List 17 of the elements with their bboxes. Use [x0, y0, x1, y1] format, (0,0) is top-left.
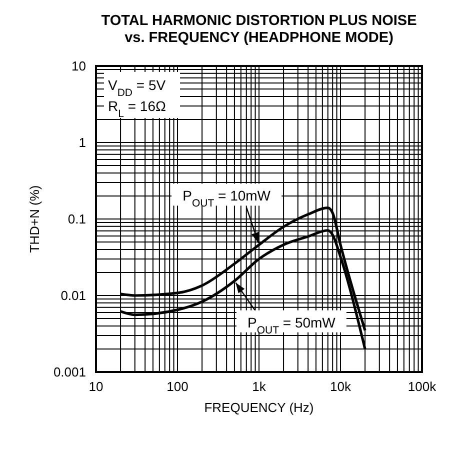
x-tick-label: 10k — [330, 379, 352, 394]
chart-title: TOTAL HARMONIC DISTORTION PLUS NOISE vs. FREQUENCY (HEADPHONE MODE) — [101, 13, 418, 46]
x-tick-label: 100 — [166, 379, 188, 394]
y-tick-label: 1 — [78, 135, 86, 150]
y-tick-label: 0.01 — [60, 288, 86, 303]
y-axis-title: THD+N (%) — [27, 185, 42, 253]
series-label: P$_{OUT}$ = 10mW — [182, 188, 272, 210]
y-tick-label: 0.001 — [53, 364, 86, 380]
annotation: R$_{L}$ = 16Ω — [108, 98, 166, 120]
x-axis-title: FREQUENCY (Hz) — [204, 400, 314, 415]
x-tick-label: 1k — [252, 379, 266, 394]
legend-label: P$_{OUT}$ = 50mW — [247, 314, 336, 336]
y-tick-label: 10 — [72, 58, 86, 74]
y-tick-label: 0.1 — [68, 212, 86, 226]
x-tick-label: 100k — [408, 379, 437, 394]
annotation: V$_{DD}$ = 5V — [108, 77, 166, 99]
x-tick-label: 10 — [88, 379, 104, 394]
